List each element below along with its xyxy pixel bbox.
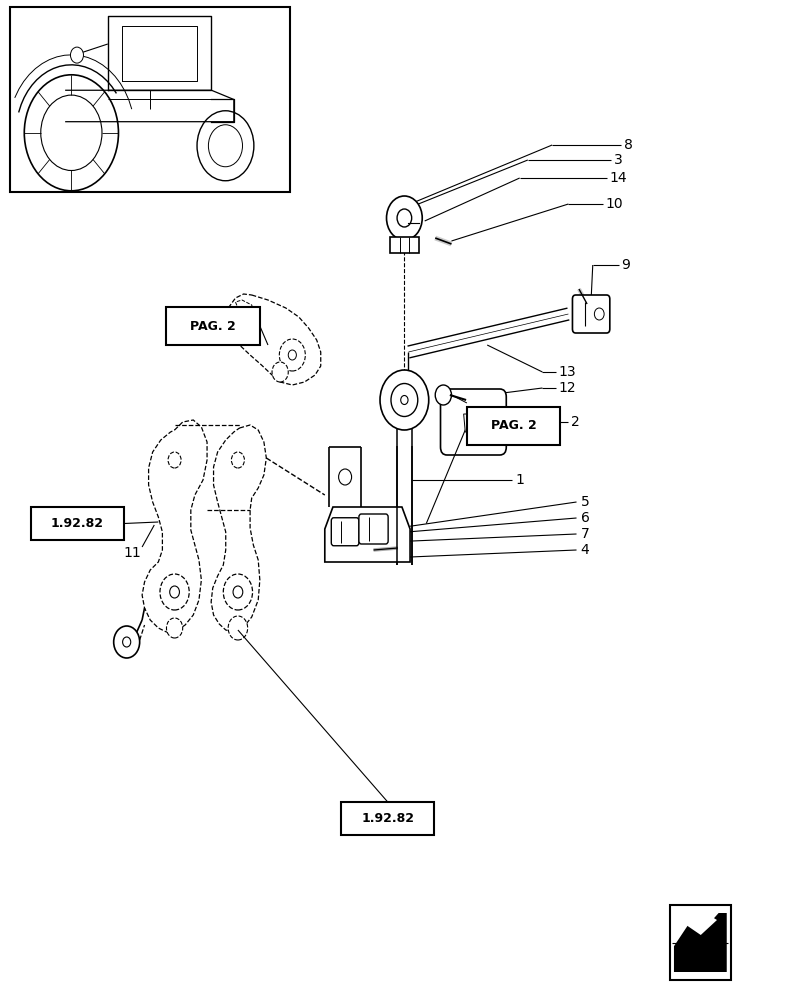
Text: PAG. 2: PAG. 2 <box>490 419 536 432</box>
Polygon shape <box>211 425 266 632</box>
Text: 5: 5 <box>580 495 589 509</box>
Circle shape <box>288 350 296 360</box>
Text: 2: 2 <box>570 415 579 429</box>
FancyBboxPatch shape <box>358 514 388 544</box>
Circle shape <box>397 209 411 227</box>
Text: 12: 12 <box>558 381 576 395</box>
Text: 13: 13 <box>558 365 576 379</box>
Text: 14: 14 <box>609 171 627 185</box>
Circle shape <box>279 339 305 371</box>
Circle shape <box>122 637 131 647</box>
Bar <box>466 407 560 445</box>
Circle shape <box>197 111 254 181</box>
Circle shape <box>390 383 417 416</box>
Polygon shape <box>142 420 207 632</box>
Polygon shape <box>235 300 255 320</box>
Circle shape <box>169 586 179 598</box>
Circle shape <box>272 362 288 382</box>
Text: 1: 1 <box>515 473 524 487</box>
Polygon shape <box>389 237 418 253</box>
Circle shape <box>386 196 422 240</box>
Text: 3: 3 <box>613 153 622 167</box>
FancyBboxPatch shape <box>331 518 358 546</box>
Bar <box>341 802 434 835</box>
Circle shape <box>231 452 244 468</box>
Text: 7: 7 <box>580 527 589 541</box>
Circle shape <box>233 586 242 598</box>
Circle shape <box>24 75 118 191</box>
Circle shape <box>114 626 139 658</box>
Text: 8: 8 <box>623 138 632 152</box>
Circle shape <box>380 370 428 430</box>
Circle shape <box>160 574 189 610</box>
Circle shape <box>71 47 84 63</box>
Circle shape <box>208 125 242 167</box>
Text: 10: 10 <box>604 197 622 211</box>
Circle shape <box>166 618 182 638</box>
Polygon shape <box>673 913 726 972</box>
Bar <box>669 905 730 980</box>
FancyBboxPatch shape <box>440 389 505 455</box>
Polygon shape <box>463 414 487 432</box>
Bar <box>10 7 290 192</box>
Circle shape <box>338 469 351 485</box>
Polygon shape <box>227 294 320 385</box>
Polygon shape <box>685 910 716 935</box>
Polygon shape <box>324 507 410 562</box>
Text: 6: 6 <box>580 511 589 525</box>
Circle shape <box>41 95 102 170</box>
Text: PAG. 2: PAG. 2 <box>190 320 236 332</box>
Circle shape <box>223 574 252 610</box>
Circle shape <box>228 616 247 640</box>
Text: 11: 11 <box>123 546 141 560</box>
Circle shape <box>168 452 181 468</box>
FancyBboxPatch shape <box>572 295 609 333</box>
Circle shape <box>400 395 407 404</box>
Text: 4: 4 <box>580 543 589 557</box>
Circle shape <box>594 308 603 320</box>
Text: 9: 9 <box>620 258 629 272</box>
Text: 1.92.82: 1.92.82 <box>361 812 414 825</box>
Circle shape <box>435 385 451 405</box>
Bar <box>31 507 124 540</box>
Text: 1.92.82: 1.92.82 <box>51 517 104 530</box>
Bar <box>166 307 260 345</box>
